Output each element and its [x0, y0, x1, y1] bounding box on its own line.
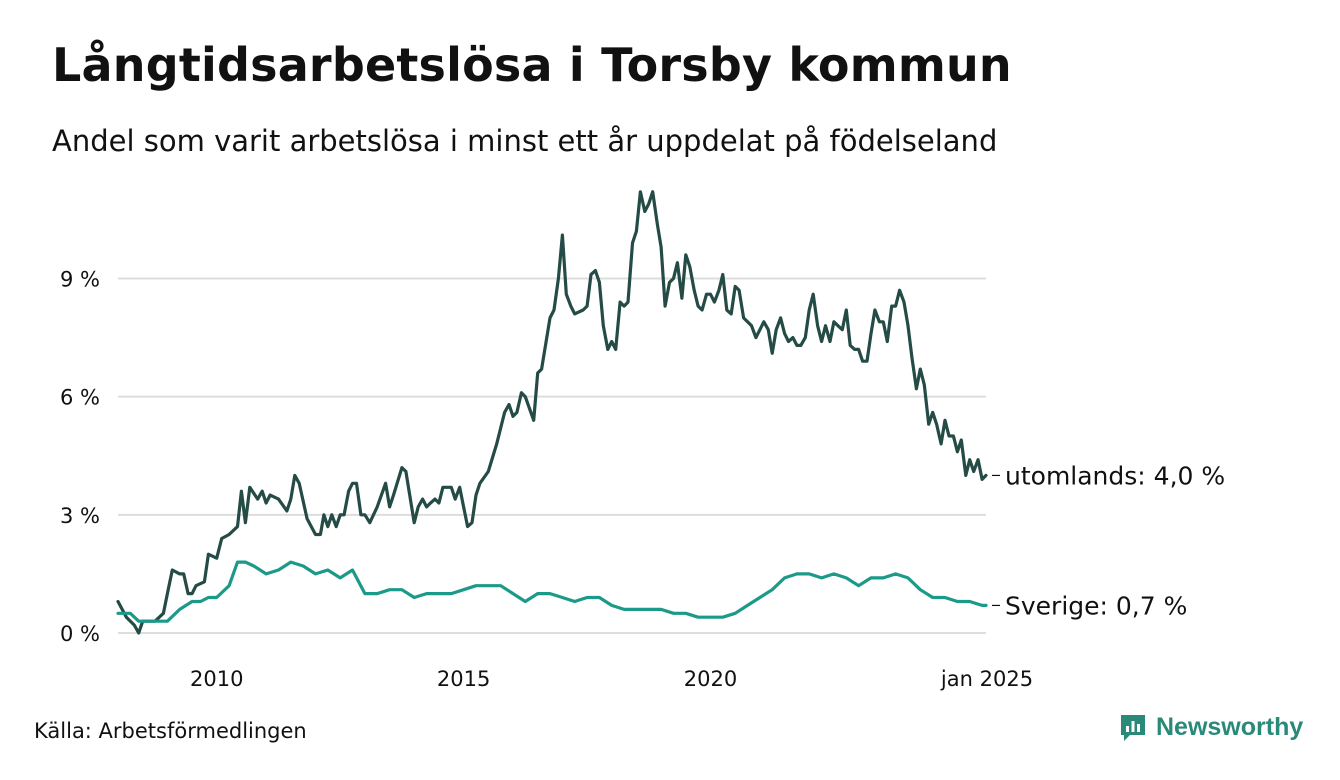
y-tick-label: 9 %: [60, 267, 100, 291]
brand-name: Newsworthy: [1156, 712, 1304, 741]
newsworthy-logo-icon: [1121, 715, 1145, 741]
x-axis-ticks: 2010 2015 2020 jan 2025: [190, 667, 1033, 691]
chart-title: Långtidsarbetslösa i Torsby kommun: [52, 38, 1012, 92]
series-line-sverige: [116, 560, 988, 623]
y-tick-label: 3 %: [60, 504, 100, 528]
x-tick-label: 2020: [684, 667, 737, 691]
series-lines: [116, 190, 988, 635]
line-chart: 0 % 3 % 6 % 9 % 2010 2015 2020 jan 2025 utomla…: [60, 190, 1225, 691]
end-label-utomlands: utomlands: 4,0 %: [1005, 461, 1225, 490]
brand-logo: Newsworthy: [1118, 712, 1303, 742]
y-tick-label: 6 %: [60, 386, 100, 410]
y-tick-label: 0 %: [60, 622, 100, 646]
x-tick-label: jan 2025: [940, 667, 1033, 691]
y-axis-ticks: 0 % 3 % 6 % 9 %: [60, 267, 100, 646]
end-labels: utomlands: 4,0 % Sverige: 0,7 %: [992, 461, 1225, 620]
gridlines: [118, 277, 986, 634]
source-note: Källa: Arbetsförmedlingen: [34, 719, 307, 743]
series-line-utomlands: [116, 190, 988, 635]
x-tick-label: 2015: [437, 667, 490, 691]
x-tick-label: 2010: [190, 667, 243, 691]
chart-subtitle: Andel som varit arbetslösa i minst ett å…: [52, 124, 998, 158]
end-label-sverige: Sverige: 0,7 %: [1005, 591, 1187, 620]
